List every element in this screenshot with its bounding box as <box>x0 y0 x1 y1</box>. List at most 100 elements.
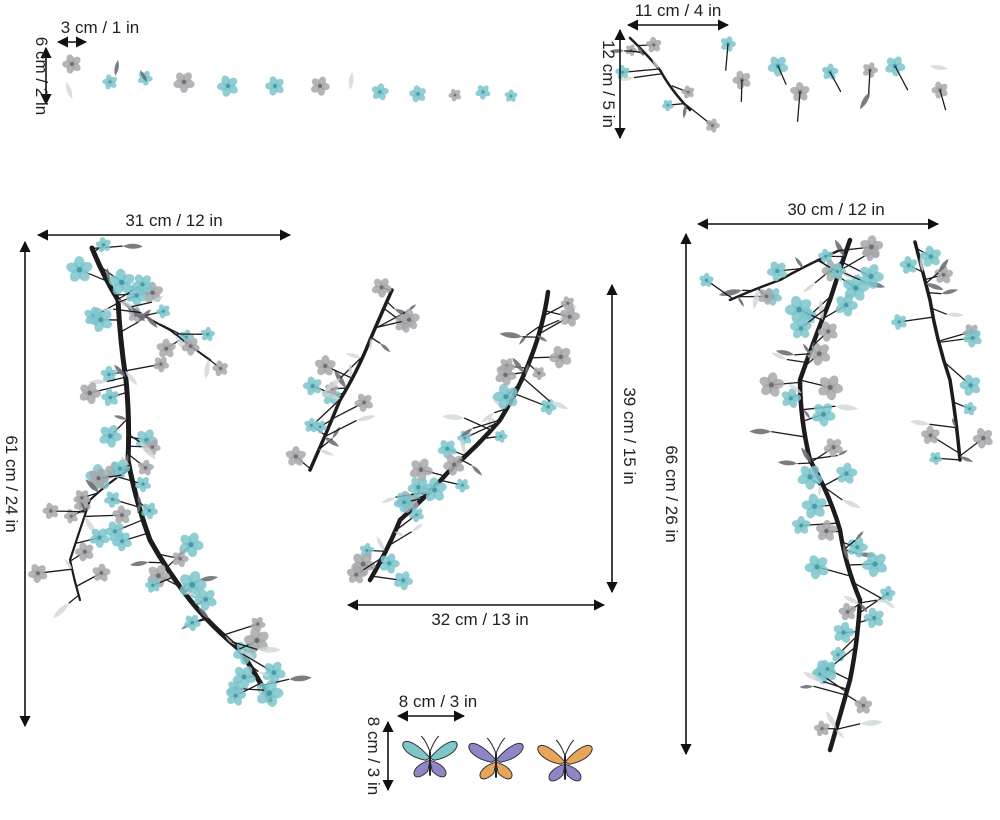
blossom <box>256 679 284 707</box>
leaf <box>442 414 465 420</box>
twig <box>131 301 153 308</box>
twig <box>928 292 942 295</box>
twig <box>68 594 80 604</box>
blossom <box>104 521 125 542</box>
blossom <box>156 304 171 319</box>
twig <box>835 723 861 731</box>
leaf <box>324 436 340 447</box>
blossom <box>662 100 674 112</box>
blossom <box>829 263 846 280</box>
blossom <box>443 454 465 476</box>
leaf <box>114 60 119 76</box>
leaf <box>320 392 341 400</box>
blossom <box>200 326 215 341</box>
middle-branch-height-label: 39 cm / 15 in <box>620 387 639 484</box>
leaf <box>753 288 760 310</box>
leaf <box>801 447 812 463</box>
blossom <box>919 245 941 267</box>
leaf <box>738 296 744 307</box>
blossom <box>88 307 112 333</box>
butterfly-purple-orange <box>468 737 524 780</box>
leaf <box>930 65 948 71</box>
twig <box>931 307 948 315</box>
leaf <box>925 283 944 290</box>
leaf <box>258 686 263 697</box>
blossom <box>145 577 160 593</box>
leaf <box>718 289 743 297</box>
blossom <box>66 256 93 282</box>
twig <box>247 663 259 673</box>
twig <box>386 301 395 310</box>
leaf <box>175 334 185 351</box>
leaf <box>106 267 110 282</box>
blossom <box>791 515 811 534</box>
blossom <box>437 440 457 459</box>
leaf <box>951 417 957 428</box>
twig <box>526 326 540 337</box>
blossom <box>899 256 918 274</box>
twig <box>796 91 801 122</box>
leaf <box>318 449 334 456</box>
leaf <box>394 531 405 537</box>
blossom <box>28 564 48 584</box>
blossom <box>243 627 269 653</box>
butterfly-height-label: 8 cm / 3 in <box>364 717 383 795</box>
blossom <box>759 372 785 397</box>
leaf <box>145 315 158 328</box>
left-hanging-branch <box>28 237 312 707</box>
twig <box>386 531 413 548</box>
blossom <box>172 550 189 568</box>
blossom <box>89 528 110 548</box>
twig <box>794 353 810 356</box>
blossom <box>380 553 400 574</box>
twig <box>777 65 787 85</box>
leaf <box>381 497 396 504</box>
leaf <box>946 312 964 317</box>
blossom <box>181 338 200 356</box>
blossom <box>393 492 414 513</box>
blossom <box>625 44 638 56</box>
leaf <box>802 343 810 354</box>
blossom <box>111 459 130 479</box>
leaf <box>834 239 845 257</box>
small-flowers-height-label: 6 cm / 2 in <box>32 37 51 115</box>
leaf <box>345 353 362 359</box>
leaf <box>100 308 114 312</box>
twig <box>50 510 87 513</box>
blossom <box>706 118 720 133</box>
left-branch-width-label: 31 cm / 12 in <box>125 211 222 230</box>
blossom <box>813 720 830 737</box>
blossom <box>217 75 238 97</box>
leaf <box>376 536 385 552</box>
blossom <box>302 376 322 396</box>
leaf <box>876 599 889 603</box>
sprigs-width-label: 11 cm / 4 in <box>635 1 722 20</box>
blossom <box>108 268 135 295</box>
blossom <box>817 659 837 679</box>
blossom <box>830 646 846 662</box>
leaf <box>460 437 466 456</box>
blossom <box>194 588 217 611</box>
right-branch-width-label: 30 cm / 12 in <box>787 200 884 219</box>
blossom <box>398 308 420 330</box>
blossom <box>560 306 580 327</box>
leaf <box>818 484 822 497</box>
leaf <box>860 720 883 726</box>
blossom <box>929 451 943 465</box>
leaf <box>348 363 353 378</box>
leaf <box>130 561 149 567</box>
twig <box>797 462 812 465</box>
leaf <box>855 531 864 541</box>
leaf <box>941 289 958 295</box>
blossom <box>101 388 119 407</box>
blossom <box>409 85 426 103</box>
twig <box>231 641 258 651</box>
leaf <box>53 603 69 619</box>
leaf <box>637 45 644 57</box>
blossom <box>212 360 228 377</box>
twig <box>472 419 501 430</box>
blossom <box>833 621 855 644</box>
leaf <box>860 92 870 110</box>
blossom <box>789 317 812 339</box>
